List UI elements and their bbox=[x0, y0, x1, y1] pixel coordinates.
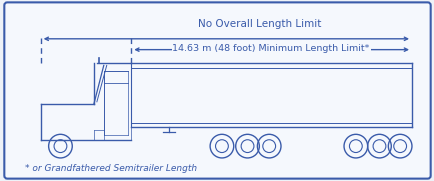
Text: No Overall Length Limit: No Overall Length Limit bbox=[197, 19, 320, 29]
FancyBboxPatch shape bbox=[4, 2, 430, 179]
Text: 14.63 m (48 foot) Minimum Length Limit*: 14.63 m (48 foot) Minimum Length Limit* bbox=[172, 44, 369, 53]
Text: * or Grandfathered Semitrailer Length: * or Grandfathered Semitrailer Length bbox=[25, 164, 197, 173]
